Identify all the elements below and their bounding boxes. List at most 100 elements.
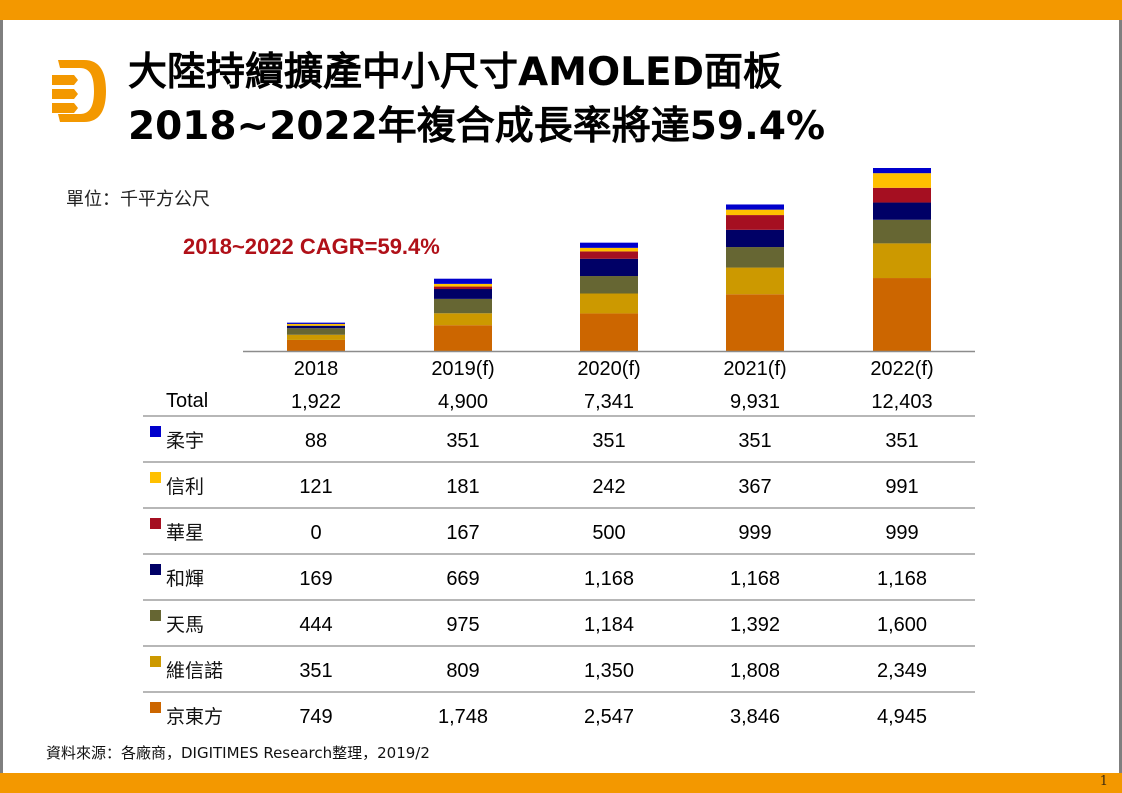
bar-segment-2019(f)-柔宇: [434, 278, 492, 284]
table-cell-value: 167: [446, 522, 479, 544]
slide-right-border: [1119, 20, 1122, 773]
bar-segment-2021(f)-華星: [726, 215, 784, 230]
table-cell-value: 991: [885, 476, 918, 498]
page-number: 1: [1099, 774, 1108, 789]
series-name-label: 和輝: [166, 568, 204, 590]
legend-swatch-柔宇: [150, 426, 161, 437]
bar-segment-2021(f)-維信諾: [726, 267, 784, 295]
bar-segment-2018-天馬: [287, 328, 345, 335]
bar-segment-2020(f)-維信諾: [580, 293, 638, 314]
table-cell-value: 1,392: [730, 614, 780, 636]
table-cell-value: 351: [446, 430, 479, 452]
total-value: 12,403: [871, 391, 932, 413]
bar-segment-2018-維信諾: [287, 334, 345, 340]
table-cell-value: 169: [299, 568, 332, 590]
series-name-label: 柔宇: [166, 430, 204, 452]
bar-segment-2022(f)-信利: [873, 173, 931, 188]
x-tick-label: 2021(f): [723, 358, 786, 380]
digitimes-d-logo-icon: [52, 60, 106, 122]
table-cell-value: 669: [446, 568, 479, 590]
bar-segment-2022(f)-京東方: [873, 278, 931, 351]
table-cell-value: 351: [299, 660, 332, 682]
table-cell-value: 999: [738, 522, 771, 544]
table-cell-value: 351: [738, 430, 771, 452]
table-cell-value: 367: [738, 476, 771, 498]
bar-segment-2018-京東方: [287, 339, 345, 351]
unit-label: 單位：千平方公尺: [66, 189, 210, 210]
series-name-label: 維信諾: [166, 660, 223, 682]
table-cell-value: 4,945: [877, 706, 927, 728]
bar-segment-2020(f)-京東方: [580, 313, 638, 351]
bar-segment-2019(f)-和輝: [434, 289, 492, 299]
legend-swatch-天馬: [150, 610, 161, 621]
bar-segment-2022(f)-天馬: [873, 219, 931, 244]
table-cell-value: 1,748: [438, 706, 488, 728]
bar-segment-2022(f)-和輝: [873, 202, 931, 220]
table-cell-value: 749: [299, 706, 332, 728]
table-cell-value: 242: [592, 476, 625, 498]
slide-title-line-2: 2018~2022年複合成長率將達59.4%: [128, 104, 826, 149]
table-cell-value: 181: [446, 476, 479, 498]
source-note: 資料來源：各廠商，DIGITIMES Research整理，2019/2: [46, 744, 430, 762]
bar-segment-2022(f)-柔宇: [873, 168, 931, 174]
total-value: 7,341: [584, 391, 634, 413]
table-cell-value: 1,350: [584, 660, 634, 682]
legend-swatch-京東方: [150, 702, 161, 713]
table-cell-value: 351: [592, 430, 625, 452]
series-name-label: 京東方: [166, 706, 223, 728]
x-tick-label: 2019(f): [431, 358, 494, 380]
legend-swatch-維信諾: [150, 656, 161, 667]
table-cell-value: 1,808: [730, 660, 780, 682]
table-cell-value: 121: [299, 476, 332, 498]
slide-title: 大陸持續擴產中小尺寸AMOLED面板 2018~2022年複合成長率將達59.4…: [128, 46, 825, 154]
bar-segment-2019(f)-維信諾: [434, 313, 492, 326]
bar-segment-2020(f)-柔宇: [580, 242, 638, 248]
bar-segment-2020(f)-華星: [580, 251, 638, 259]
slide-title-line-1: 大陸持續擴產中小尺寸AMOLED面板: [128, 50, 783, 95]
table-cell-value: 1,168: [877, 568, 927, 590]
bar-segment-2021(f)-柔宇: [726, 204, 784, 210]
x-tick-label: 2020(f): [577, 358, 640, 380]
header-accent-bar: [0, 0, 1122, 20]
bar-segment-2021(f)-天馬: [726, 247, 784, 268]
legend-swatch-華星: [150, 518, 161, 529]
table-cell-value: 1,600: [877, 614, 927, 636]
table-cell-value: 999: [885, 522, 918, 544]
total-value: 4,900: [438, 391, 488, 413]
bar-segment-2018-信利: [287, 323, 345, 326]
bar-segment-2019(f)-京東方: [434, 325, 492, 351]
table-cell-value: 1,168: [584, 568, 634, 590]
bar-segment-2019(f)-信利: [434, 283, 492, 287]
bar-segment-2021(f)-和輝: [726, 229, 784, 248]
legend-swatch-和輝: [150, 564, 161, 575]
table-cell-value: 975: [446, 614, 479, 636]
series-name-label: 天馬: [166, 614, 204, 636]
bar-segment-2021(f)-京東方: [726, 294, 784, 351]
bar-segment-2020(f)-和輝: [580, 258, 638, 277]
x-tick-label: 2022(f): [870, 358, 933, 380]
table-cell-value: 500: [592, 522, 625, 544]
bar-segment-2019(f)-天馬: [434, 298, 492, 314]
bar-segment-2021(f)-信利: [726, 209, 784, 216]
table-cell-value: 1,184: [584, 614, 634, 636]
legend-swatch-信利: [150, 472, 161, 483]
table-cell-value: 1,168: [730, 568, 780, 590]
totals-row-label: Total: [166, 390, 208, 412]
total-value: 1,922: [291, 391, 341, 413]
x-tick-label: 2018: [294, 358, 339, 380]
table-cell-value: 2,547: [584, 706, 634, 728]
table-cell-value: 809: [446, 660, 479, 682]
series-name-label: 信利: [166, 476, 204, 498]
bar-segment-2020(f)-天馬: [580, 276, 638, 294]
table-cell-value: 0: [310, 522, 321, 544]
slide-left-border: [0, 20, 3, 773]
footer-accent-bar: [0, 773, 1122, 793]
bar-segment-2020(f)-信利: [580, 247, 638, 252]
table-cell-value: 351: [885, 430, 918, 452]
table-cell-value: 3,846: [730, 706, 780, 728]
bar-segment-2022(f)-華星: [873, 187, 931, 203]
table-cell-value: 88: [305, 430, 327, 452]
series-name-label: 華星: [166, 522, 204, 544]
table-cell-value: 444: [299, 614, 332, 636]
total-value: 9,931: [730, 391, 780, 413]
